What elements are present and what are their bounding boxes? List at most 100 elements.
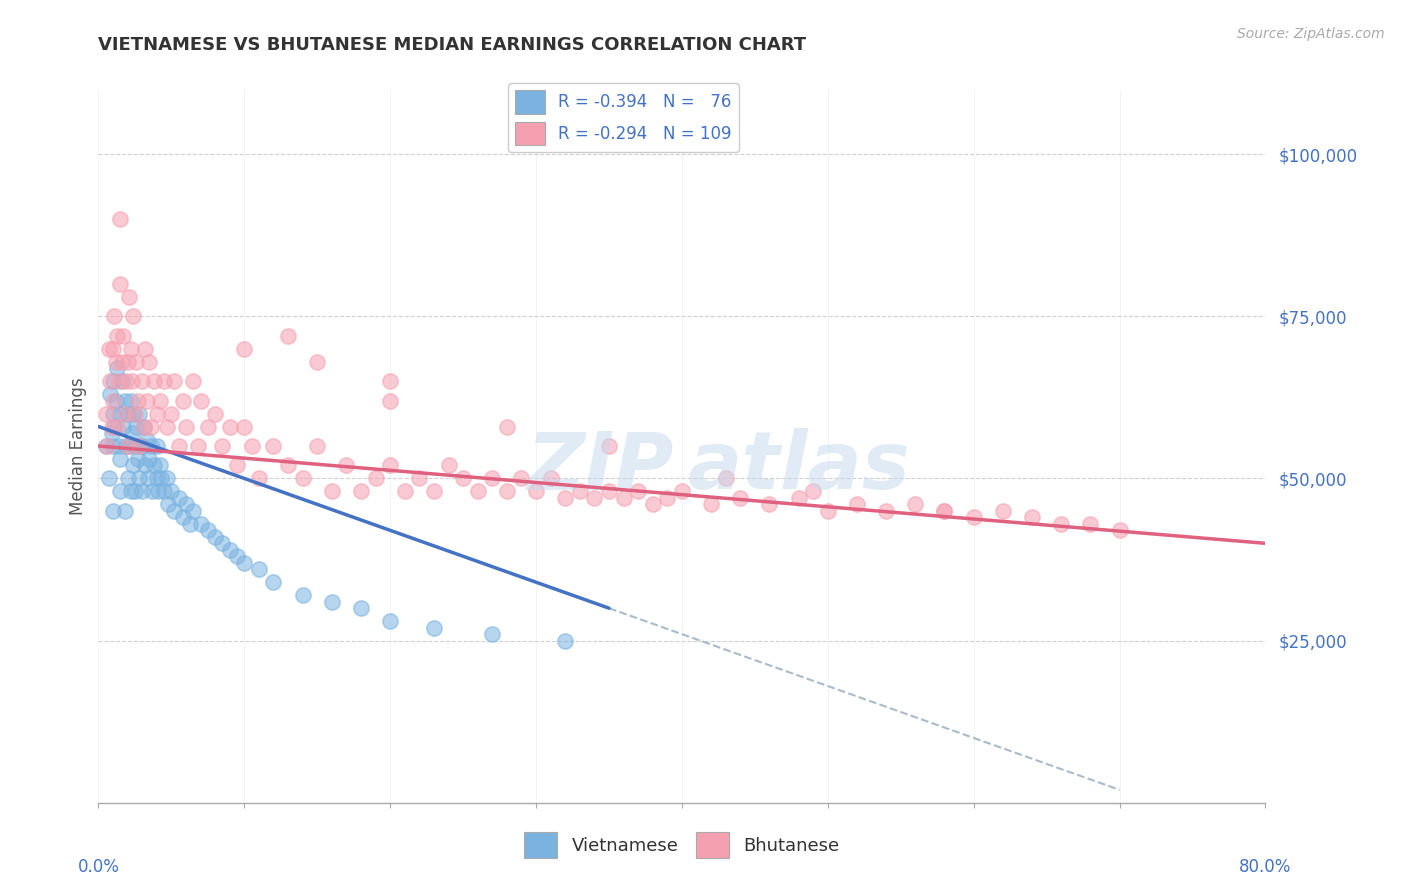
Point <box>496 419 519 434</box>
Point <box>101 342 124 356</box>
Point <box>408 471 430 485</box>
Point <box>115 374 138 388</box>
Point <box>142 374 165 388</box>
Point <box>128 407 150 421</box>
Point <box>117 407 139 421</box>
Point <box>174 419 197 434</box>
Point <box>380 374 402 388</box>
Point <box>801 484 824 499</box>
Point <box>135 433 157 447</box>
Point <box>1080 516 1102 531</box>
Point <box>364 471 387 485</box>
Point <box>101 393 124 408</box>
Text: 0.0%: 0.0% <box>77 858 120 876</box>
Point <box>138 452 160 467</box>
Point <box>120 342 142 356</box>
Point <box>481 627 503 641</box>
Point <box>204 530 226 544</box>
Point <box>554 491 576 505</box>
Point <box>131 374 153 388</box>
Text: Source: ZipAtlas.com: Source: ZipAtlas.com <box>1237 27 1385 41</box>
Point <box>262 575 284 590</box>
Point <box>97 342 120 356</box>
Point <box>657 491 679 505</box>
Point <box>423 621 446 635</box>
Point <box>875 504 897 518</box>
Point <box>125 419 148 434</box>
Point <box>240 439 263 453</box>
Point <box>128 471 150 485</box>
Point <box>510 471 533 485</box>
Point <box>150 471 173 485</box>
Point <box>121 425 143 440</box>
Point <box>163 374 186 388</box>
Point <box>108 439 131 453</box>
Point <box>120 393 142 408</box>
Point <box>846 497 869 511</box>
Point <box>135 393 157 408</box>
Point <box>103 310 125 324</box>
Point <box>700 497 723 511</box>
Point <box>197 524 219 538</box>
Point <box>451 471 474 485</box>
Point <box>496 484 519 499</box>
Point <box>174 497 197 511</box>
Point <box>98 387 121 401</box>
Point <box>127 393 149 408</box>
Point <box>138 354 160 368</box>
Point <box>110 452 132 467</box>
Point <box>277 328 299 343</box>
Point <box>125 354 148 368</box>
Point <box>112 419 135 434</box>
Point <box>1021 510 1043 524</box>
Point <box>554 633 576 648</box>
Point <box>117 471 139 485</box>
Point <box>321 484 343 499</box>
Point <box>121 374 143 388</box>
Point <box>110 407 132 421</box>
Point <box>122 458 145 473</box>
Point <box>111 354 134 368</box>
Text: atlas: atlas <box>688 428 910 507</box>
Point <box>105 361 128 376</box>
Point <box>598 439 620 453</box>
Point <box>627 484 650 499</box>
Point <box>423 484 446 499</box>
Point <box>132 419 155 434</box>
Point <box>97 471 120 485</box>
Point <box>991 504 1014 518</box>
Point <box>104 354 127 368</box>
Point <box>197 419 219 434</box>
Point <box>291 471 314 485</box>
Legend: Vietnamese, Bhutanese: Vietnamese, Bhutanese <box>517 825 846 865</box>
Point <box>233 556 256 570</box>
Point <box>149 393 172 408</box>
Point <box>131 484 153 499</box>
Point <box>157 497 180 511</box>
Point <box>380 458 402 473</box>
Point <box>122 407 145 421</box>
Point <box>117 354 139 368</box>
Point <box>111 374 134 388</box>
Point <box>568 484 591 499</box>
Point <box>233 342 256 356</box>
Point <box>146 407 169 421</box>
Point <box>142 458 165 473</box>
Text: ZIP: ZIP <box>526 428 673 507</box>
Point <box>100 425 122 440</box>
Point <box>172 393 194 408</box>
Point <box>467 484 489 499</box>
Point <box>160 484 183 499</box>
Point <box>307 439 329 453</box>
Point <box>118 439 141 453</box>
Point <box>101 374 124 388</box>
Point <box>124 407 146 421</box>
Point <box>181 374 204 388</box>
Point <box>437 458 460 473</box>
Point <box>380 393 402 408</box>
Point <box>277 458 299 473</box>
Point <box>481 471 503 485</box>
Point <box>172 510 194 524</box>
Point <box>100 419 122 434</box>
Point <box>524 484 547 499</box>
